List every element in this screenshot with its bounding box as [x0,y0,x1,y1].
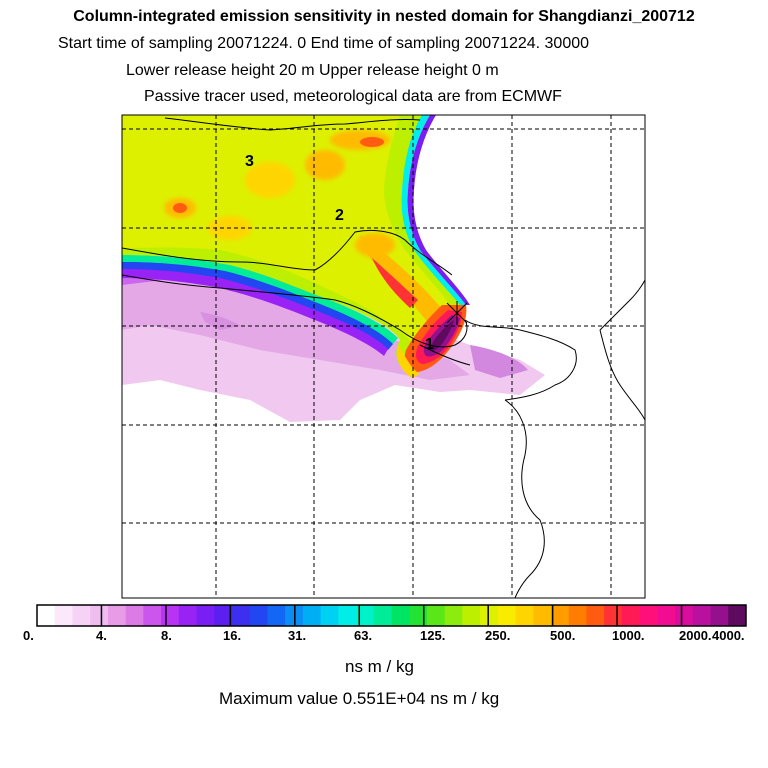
trajectory-label-1: 1 [425,336,434,353]
trajectory-label-2: 2 [335,207,344,224]
colorbar-tick-label: 500. [550,628,576,643]
maximum-value: Maximum value 0.551E+04 ns m / kg [219,689,500,708]
colorbar-tick-label: 250. [485,628,511,643]
colorbar-swatch [639,605,658,626]
colorbar-swatch [320,605,339,626]
colorbar-swatch [533,605,552,626]
map-frame [121,114,646,599]
colorbar-swatch [568,605,587,626]
colorbar-tick-label: 125. [420,628,446,643]
colorbar-tick-label: 4000. [712,628,745,643]
colorbar-swatch [37,605,56,626]
colorbar-swatch [728,605,747,626]
colorbar-swatch [178,605,198,626]
colorbar-swatch [231,605,251,626]
colorbar-tick-label: 4. [96,628,107,643]
colorbar-swatch [604,605,623,626]
colorbar-units: ns m / kg [345,657,414,676]
colorbar-swatch [90,605,109,626]
colorbar-swatch [214,605,233,626]
colorbar [36,604,747,627]
colorbar-swatch [710,605,729,626]
colorbar-frame [36,604,747,627]
colorbar-swatch [373,605,392,626]
colorbar-swatch [267,605,286,626]
colorbar-tick-label: 8. [161,628,172,643]
colorbar-swatch [391,605,410,626]
colorbar-swatch [444,605,463,626]
colorbar-swatch [426,605,446,626]
figure-title: Column-integrated emission sensitivity i… [73,8,695,25]
sensitivity-field [122,115,645,598]
colorbar-swatch [551,605,570,626]
colorbar-swatch [692,605,712,626]
colorbar-tick-label: 31. [288,628,307,643]
colorbar-swatch [54,605,73,626]
colorbar-swatch [249,605,268,626]
coastlines [122,117,645,598]
colorbar-swatch [409,605,428,626]
release-height-line: Lower release height 20 m Upper release … [126,62,499,79]
map-grid [122,115,645,598]
colorbar-swatch [675,605,694,626]
colorbar-swatch [161,605,180,626]
colorbar-swatch [196,605,215,626]
colorbar-swatch [302,605,322,626]
trajectory-label-3: 3 [245,153,254,170]
colorbar-tick-label: 16. [223,628,242,643]
colorbar-swatch [621,605,641,626]
colorbar-swatch [356,605,375,626]
colorbar-swatch [338,605,357,626]
colorbar-tick-label: 0. [23,628,34,643]
colorbar-tick-label: 2000. [679,628,712,643]
tracer-info-line: Passive tracer used, meteorological data… [144,88,562,105]
colorbar-swatch [657,605,676,626]
colorbar-swatch [462,605,481,626]
release-site-marker [446,301,468,325]
colorbar-swatch [586,605,605,626]
colorbar-tick-label: 63. [354,628,373,643]
sampling-time-line: Start time of sampling 20071224. 0 End t… [58,35,590,52]
colorbar-swatch [107,605,127,626]
colorbar-swatch [143,605,162,626]
colorbar-swatch [515,605,534,626]
colorbar-tick-label: 1000. [612,628,645,643]
colorbar-swatch [125,605,144,626]
colorbar-swatch [497,605,517,626]
colorbar-swatch [480,605,499,626]
colorbar-swatch [72,605,91,626]
